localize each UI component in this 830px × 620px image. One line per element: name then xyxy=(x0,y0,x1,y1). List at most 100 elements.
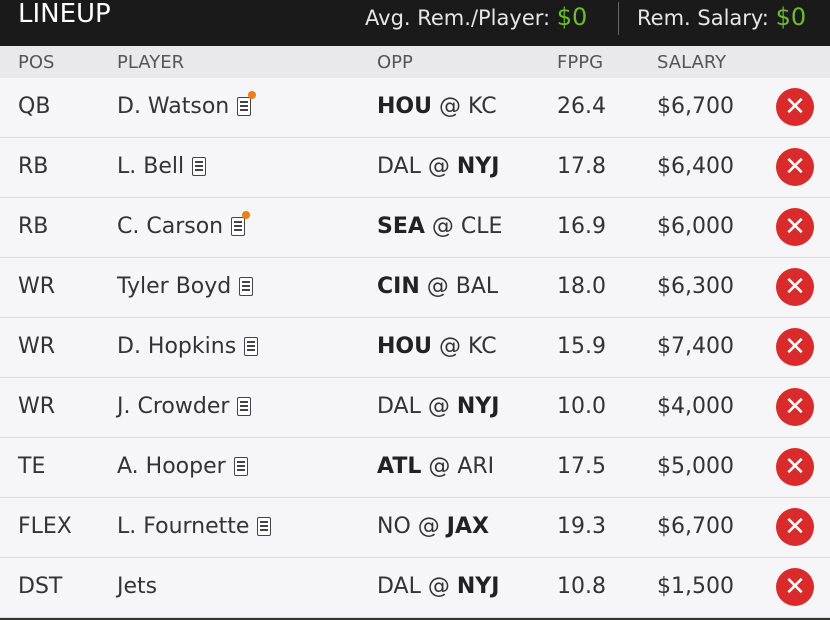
opp-away: NO @ xyxy=(377,514,447,539)
opponent: DAL @ NYJ xyxy=(377,394,499,419)
player-cell[interactable]: Tyler Boyd xyxy=(117,274,254,299)
opp-home: @ KC xyxy=(431,334,497,359)
table-row[interactable]: TE A. Hooper ATL @ ARI 17.5 $5,000 ✕ xyxy=(0,438,830,498)
remaining-salary: Rem. Salary: $0 xyxy=(637,3,806,31)
player-name[interactable]: A. Hooper xyxy=(117,454,226,479)
remove-x-icon: ✕ xyxy=(784,152,806,182)
remove-x-icon: ✕ xyxy=(784,512,806,542)
opponent: ATL @ ARI xyxy=(377,454,494,479)
position: WR xyxy=(18,274,56,299)
fppg-value: 16.9 xyxy=(557,214,606,239)
player-cell[interactable]: L. Bell xyxy=(117,154,207,179)
remaining-salary-value: $0 xyxy=(775,3,807,31)
player-name[interactable]: Tyler Boyd xyxy=(117,274,232,299)
opp-player-team: NYJ xyxy=(456,394,500,419)
remove-x-icon: ✕ xyxy=(784,92,806,122)
table-row[interactable]: WR J. Crowder DAL @ NYJ 10.0 $4,000 ✕ xyxy=(0,378,830,438)
remove-player-button[interactable]: ✕ xyxy=(776,448,814,486)
salary-value: $6,700 xyxy=(657,514,734,539)
opponent: HOU @ KC xyxy=(377,334,497,359)
player-name[interactable]: L. Bell xyxy=(117,154,185,179)
remove-player-button[interactable]: ✕ xyxy=(776,208,814,246)
col-player: PLAYER xyxy=(117,52,185,73)
table-row[interactable]: RB L. Bell DAL @ NYJ 17.8 $6,400 ✕ xyxy=(0,138,830,198)
col-salary: SALARY xyxy=(657,52,727,73)
news-icon[interactable] xyxy=(192,157,207,176)
player-cell[interactable]: Jets xyxy=(117,574,157,599)
news-icon[interactable] xyxy=(237,91,257,116)
news-icon[interactable] xyxy=(233,457,248,476)
player-name[interactable]: D. Hopkins xyxy=(117,334,237,359)
player-cell[interactable]: J. Crowder xyxy=(117,394,252,419)
opponent: NO @ JAX xyxy=(377,514,489,539)
news-icon[interactable] xyxy=(239,277,254,296)
fppg-value: 17.5 xyxy=(557,454,606,479)
news-icon[interactable] xyxy=(231,211,251,236)
position: FLEX xyxy=(18,514,72,539)
opp-player-team: CIN xyxy=(377,274,420,299)
table-row[interactable]: DST Jets DAL @ NYJ 10.8 $1,500 ✕ xyxy=(0,558,830,618)
remove-player-button[interactable]: ✕ xyxy=(776,268,814,306)
fppg-value: 10.8 xyxy=(557,574,606,599)
player-cell[interactable]: L. Fournette xyxy=(117,514,272,539)
salary-value: $5,000 xyxy=(657,454,734,479)
col-opp: OPP xyxy=(377,52,413,73)
position: WR xyxy=(18,334,56,359)
fppg-value: 10.0 xyxy=(557,394,606,419)
opp-home: @ ARI xyxy=(421,454,495,479)
player-cell[interactable]: A. Hooper xyxy=(117,454,248,479)
table-row[interactable]: FLEX L. Fournette NO @ JAX 19.3 $6,700 ✕ xyxy=(0,498,830,558)
opp-player-team: HOU xyxy=(377,94,432,119)
avg-remaining-per-player: Avg. Rem./Player: $0 xyxy=(365,3,587,31)
lineup-header: LINEUP Avg. Rem./Player: $0 Rem. Salary:… xyxy=(0,0,830,46)
opponent: HOU @ KC xyxy=(377,94,497,119)
player-cell[interactable]: D. Watson xyxy=(117,91,257,119)
table-row[interactable]: QB D. Watson HOU @ KC 26.4 $6,700 ✕ xyxy=(0,78,830,138)
fppg-value: 15.9 xyxy=(557,334,606,359)
remove-player-button[interactable]: ✕ xyxy=(776,388,814,426)
player-name[interactable]: D. Watson xyxy=(117,94,230,119)
remove-player-button[interactable]: ✕ xyxy=(776,568,814,606)
opp-player-team: JAX xyxy=(446,514,489,539)
opp-player-team: NYJ xyxy=(456,154,500,179)
salary-value: $4,000 xyxy=(657,394,734,419)
remove-player-button[interactable]: ✕ xyxy=(776,328,814,366)
salary-value: $6,700 xyxy=(657,94,734,119)
position: QB xyxy=(18,94,51,119)
fppg-value: 18.0 xyxy=(557,274,606,299)
remove-player-button[interactable]: ✕ xyxy=(776,88,814,126)
player-cell[interactable]: C. Carson xyxy=(117,211,251,239)
header-divider xyxy=(618,2,619,35)
opp-player-team: HOU xyxy=(377,334,432,359)
table-row[interactable]: RB C. Carson SEA @ CLE 16.9 $6,000 ✕ xyxy=(0,198,830,258)
player-cell[interactable]: D. Hopkins xyxy=(117,334,259,359)
opp-away: DAL @ xyxy=(377,154,457,179)
position: RB xyxy=(18,214,49,239)
player-name[interactable]: Jets xyxy=(117,574,158,599)
news-icon[interactable] xyxy=(257,517,272,536)
remove-player-button[interactable]: ✕ xyxy=(776,148,814,186)
salary-value: $7,400 xyxy=(657,334,734,359)
position: TE xyxy=(18,454,46,479)
opp-home: @ BAL xyxy=(419,274,499,299)
player-name[interactable]: L. Fournette xyxy=(117,514,250,539)
salary-value: $6,000 xyxy=(657,214,734,239)
player-name[interactable]: J. Crowder xyxy=(117,394,230,419)
remaining-salary-label: Rem. Salary: xyxy=(637,6,769,30)
table-row[interactable]: WR D. Hopkins HOU @ KC 15.9 $7,400 ✕ xyxy=(0,318,830,378)
table-row[interactable]: WR Tyler Boyd CIN @ BAL 18.0 $6,300 ✕ xyxy=(0,258,830,318)
page-title: LINEUP xyxy=(18,0,111,29)
opp-player-team: SEA xyxy=(377,214,425,239)
opp-away: DAL @ xyxy=(377,394,457,419)
salary-value: $6,300 xyxy=(657,274,734,299)
player-name[interactable]: C. Carson xyxy=(117,214,224,239)
news-alert-dot-icon xyxy=(248,91,257,99)
opp-home: @ KC xyxy=(431,94,497,119)
fppg-value: 17.8 xyxy=(557,154,606,179)
salary-value: $6,400 xyxy=(657,154,734,179)
remove-player-button[interactable]: ✕ xyxy=(776,508,814,546)
news-icon[interactable] xyxy=(244,337,259,356)
position: RB xyxy=(18,154,49,179)
salary-value: $1,500 xyxy=(657,574,734,599)
news-icon[interactable] xyxy=(237,397,252,416)
